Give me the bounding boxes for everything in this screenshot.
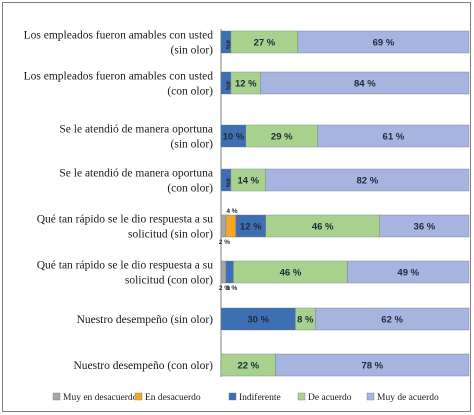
category-label: Los empleados fueron amables con usted [24, 30, 214, 42]
category-label: (sin olor) [171, 45, 214, 57]
bar-segment [275, 353, 470, 377]
data-label: 82 % [356, 176, 378, 187]
data-label: 36 % [414, 222, 436, 233]
data-label: 27 % [254, 38, 276, 49]
category-label: solicitud (sin olor) [128, 229, 213, 241]
bar-segment [220, 214, 227, 238]
category-label: solicitud (con olor) [125, 275, 213, 287]
bar-segment [260, 71, 470, 95]
bar-segment [379, 214, 470, 238]
category-label: Nuestro desempeño (sin olor) [77, 314, 214, 326]
legend-swatch [134, 392, 143, 401]
legend-label: De acuerdo [308, 393, 352, 403]
data-label: 29 % [271, 132, 293, 143]
data-label: 78 % [361, 361, 383, 372]
legend-label: Muy de acuerdo [377, 393, 439, 403]
category-label: Nuestro desempeño (con olor) [73, 360, 213, 372]
legend-swatch [52, 392, 61, 401]
legend-label: En desacuerdo [145, 393, 201, 403]
category-label: Los empleados fueron amables con usted [24, 71, 214, 83]
data-label: 14 % [237, 176, 259, 187]
bar-segment [317, 124, 470, 148]
data-label: 2 % [219, 239, 230, 246]
category-label: Se le atendió de manera oportuna [59, 124, 213, 136]
data-label: 46 % [280, 268, 302, 279]
legend-label: Muy en desacuerdo [63, 393, 138, 403]
chart-frame: Los empleados fueron amables con usted (s… [2, 2, 471, 412]
data-label: 12 % [240, 222, 262, 233]
data-label: 8 % [297, 315, 314, 326]
category-label: Se le atendió de manera oportuna [59, 168, 213, 180]
bar-segment [225, 214, 237, 238]
category-label: (con olor) [167, 86, 213, 98]
data-label: 4% [224, 81, 231, 91]
bar-segment [265, 168, 470, 192]
category-label: (con olor) [167, 183, 213, 195]
category-label: Qué tan rápido se le dio respuesta a su [37, 260, 214, 272]
data-label: 4 % [226, 208, 237, 215]
category-label: (sin olor) [171, 139, 214, 151]
bar-segment [220, 260, 227, 284]
data-label: 61 % [383, 132, 405, 143]
data-label: 3 % [226, 285, 237, 292]
stacked-bar-chart: Los empleados fueron amables con usted (s… [24, 29, 470, 403]
data-label: 69 % [373, 38, 395, 49]
legend-swatch [366, 392, 375, 401]
bar-segment [225, 260, 234, 284]
legend-swatch [228, 392, 237, 401]
legend-label: Indiferente [239, 392, 281, 403]
data-label: 10 % [223, 132, 245, 143]
data-label: 62 % [381, 315, 403, 326]
legend-swatch [297, 392, 306, 401]
data-label: 4% [224, 40, 231, 50]
data-label: 49 % [397, 268, 419, 279]
category-label: Qué tan rápido se le dio respuesta a su [37, 214, 214, 226]
data-label: 12 % [235, 79, 257, 90]
data-label: 30 % [247, 315, 269, 326]
bar-segment [297, 30, 470, 54]
data-label: 2 % [219, 285, 230, 292]
bar-segment [315, 307, 470, 331]
data-label: 84 % [354, 79, 376, 90]
bar-segment [347, 260, 470, 284]
data-label: 4% [224, 178, 231, 188]
data-label: 46 % [312, 222, 334, 233]
data-label: 22 % [237, 361, 259, 372]
